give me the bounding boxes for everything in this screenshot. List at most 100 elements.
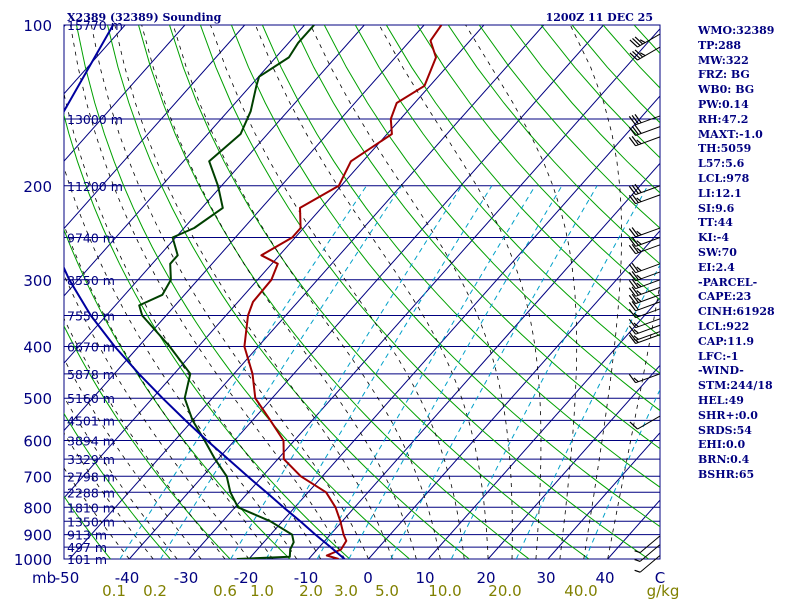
wind-barb	[628, 124, 661, 136]
sounding-index-item: SHR+:0.0	[698, 408, 758, 422]
sounding-index-item: RH:47.2	[698, 112, 749, 126]
mixing-ratio-tick-labels: 0.1 0.2 0.6 1.0 2.0 3.0 5.0 10.0 20.0 40.0 g/kg	[102, 582, 679, 600]
dry-adiabat-line	[76, 25, 410, 559]
temperature-tick-label: 10	[415, 569, 434, 587]
height-label: 5160 m	[67, 391, 115, 406]
isotherm-line	[64, 25, 186, 162]
plot-frame	[63, 24, 661, 560]
mixing-ratio-tick-label: 40.0	[564, 582, 597, 600]
mixing-ratio-tick-label: 0.1	[102, 582, 126, 600]
height-label: 101 m	[67, 552, 107, 567]
mixing-ratio-line	[390, 185, 598, 559]
wind-barb	[628, 193, 661, 205]
temperature-tick-label: 30	[536, 569, 555, 587]
temperature-tick-label: 40	[595, 569, 614, 587]
sounding-index-item: TP:288	[698, 38, 742, 52]
wind-barb	[628, 334, 661, 344]
isotherm-line	[487, 364, 660, 559]
sounding-index-item: WMO:32389	[698, 24, 775, 37]
parcel-profile-line	[64, 25, 346, 559]
sounding-index-item: STM:244/18	[698, 379, 773, 393]
dry-adiabat-line	[416, 25, 660, 301]
mixing-ratio-tick-label: 1.0	[250, 582, 274, 600]
mixing-ratio-line	[450, 185, 649, 559]
dry-adiabat-line	[64, 495, 111, 559]
isobar-lines	[64, 118, 660, 548]
isotherm-line	[128, 25, 604, 559]
height-label: 4501 m	[67, 413, 115, 428]
height-label: 1810 m	[67, 500, 115, 515]
sounding-index-item: KI:-4	[698, 231, 729, 245]
mixing-ratio-line	[119, 185, 367, 559]
sounding-index-item: SW:70	[698, 245, 737, 259]
dry-adiabat-line	[64, 113, 351, 559]
height-label: 13000 m	[67, 112, 123, 127]
moist-adiabat-line	[172, 25, 441, 559]
sounding-index-item: EI:2.4	[698, 260, 735, 274]
sounding-index-item: LFC:-1	[698, 349, 739, 363]
height-label: 15770 m	[67, 18, 123, 33]
height-label: 7550 m	[67, 309, 115, 324]
sounding-index-item: LCL:978	[698, 171, 750, 185]
moist-adiabat-line	[64, 273, 250, 559]
isotherm-line	[308, 162, 660, 559]
mixing-ratio-tick-label: 10.0	[428, 582, 461, 600]
sounding-index-item: LI:12.1	[698, 186, 742, 200]
pressure-label: 100	[23, 17, 52, 35]
moist-adiabat-line	[255, 25, 489, 559]
mixing-ratio-line	[316, 185, 536, 559]
mixing-ratio-tick-label: 0.6	[213, 582, 237, 600]
isotherm-line	[248, 95, 660, 559]
pressure-label: 800	[23, 499, 52, 517]
wind-barb	[628, 136, 661, 147]
temperature-tick-labels: -50 -40 -30 -20 -10 0 10 20 30 40 C	[55, 569, 665, 587]
sounding-index-item: BSHR:65	[698, 467, 755, 481]
sounding-index-item: FRZ: BG	[698, 68, 750, 82]
sounding-index-item: PW:0.14	[698, 97, 749, 111]
mixing-ratio-tick-label: 5.0	[375, 582, 399, 600]
wind-barb	[628, 293, 661, 305]
sounding-index-item: L57:5.6	[698, 157, 745, 171]
sounding-index-item: TT:44	[698, 216, 733, 230]
pressure-label: 400	[23, 339, 52, 357]
sounding-index-item: WB0: BG	[698, 83, 755, 97]
dry-adiabat-line	[447, 25, 660, 265]
isotherm-line	[0, 25, 5, 559]
pressure-label: 700	[23, 468, 52, 486]
isotherm-line	[64, 25, 305, 297]
mixing-ratio-line	[160, 185, 402, 559]
wind-barb	[629, 33, 661, 48]
sounding-index-item: EHI:0.0	[698, 438, 746, 452]
dry-adiabat-line	[261, 25, 660, 488]
wind-barb	[629, 46, 661, 61]
pressure-label: 300	[23, 272, 52, 290]
height-label: 3894 m	[67, 434, 115, 449]
sounding-title: X2389 (32389) Sounding	[67, 11, 222, 24]
height-label: 2288 m	[67, 485, 115, 500]
height-label: 11200 m	[67, 179, 123, 194]
dry-adiabat-line	[385, 25, 660, 337]
dry-adiabat-lines	[64, 25, 660, 559]
pressure-labels: 100 200 300 400 500 600 700 800 900 1000	[14, 17, 52, 569]
wind-barb	[628, 236, 661, 247]
dry-adiabat-line	[323, 25, 660, 412]
moist-adiabat-line	[210, 25, 465, 559]
mixing-ratio-line	[265, 185, 493, 559]
wind-barb	[628, 243, 661, 255]
dry-adiabat-line	[64, 228, 291, 559]
moist-adiabat-line	[64, 396, 178, 559]
mixing-ratio-line	[515, 263, 660, 559]
sounding-indices-list: WMO:32389 TP:288 MW:322 FRZ: BG WB0: BG PW:0.…	[698, 24, 798, 483]
dry-adiabat-line	[64, 412, 171, 559]
sounding-index-item: CINH:61928	[698, 305, 775, 319]
height-label: 2798 m	[67, 469, 115, 484]
mixing-ratio-line	[584, 388, 660, 559]
height-label: 913 m	[67, 528, 107, 543]
moist-adiabat-line	[64, 467, 130, 559]
dry-adiabat-line	[199, 25, 649, 559]
wind-barb	[628, 227, 661, 238]
moist-adiabat-line	[64, 317, 226, 559]
temperature-tick-label: -40	[115, 569, 140, 587]
wind-barbs	[628, 33, 661, 573]
